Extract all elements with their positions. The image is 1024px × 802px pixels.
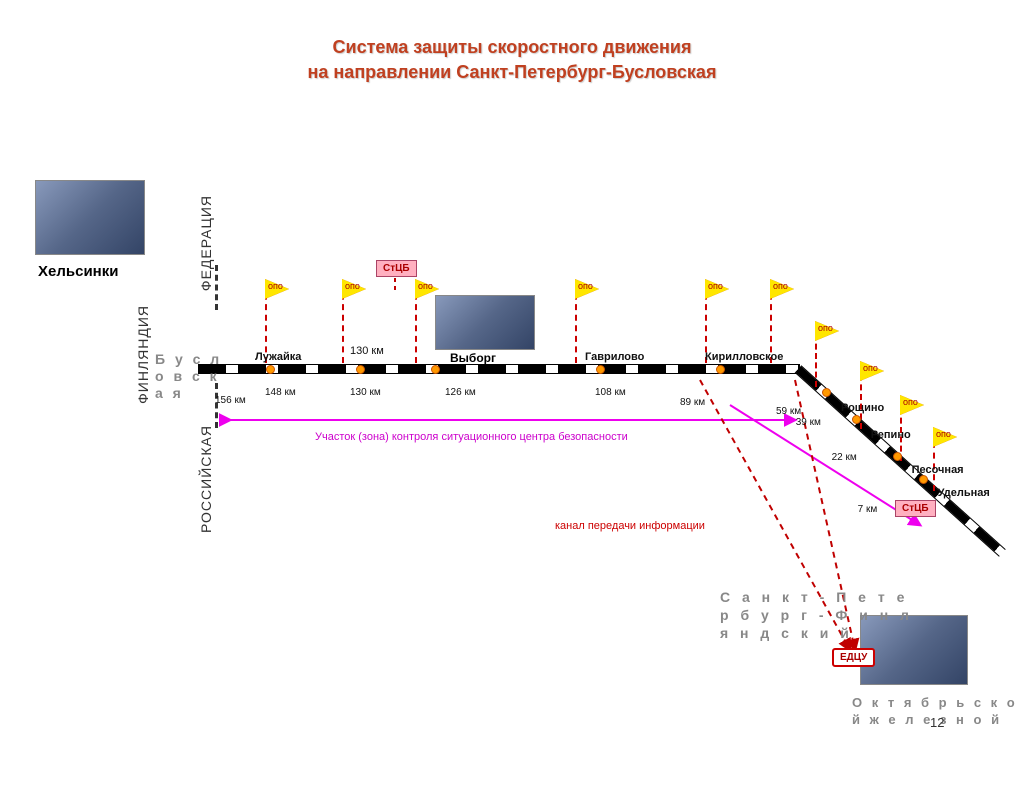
flag-label: опо [345, 281, 360, 291]
label-federation: ФЕДЕРАЦИЯ [198, 195, 214, 291]
station-name: Рощино [841, 402, 884, 414]
photo-vyborg [435, 295, 535, 350]
km-label: 130 км [350, 387, 381, 398]
zone-label: Участок (зона) контроля ситуационного це… [315, 431, 628, 443]
diagram-title: Система защиты скоростного движения на н… [0, 35, 1024, 85]
caption-helsinki: Хельсинки [38, 263, 118, 280]
station-name: Репино [871, 429, 911, 441]
label-buslovskaya: Б у с л о в с к а я [155, 351, 225, 401]
km-130-above: 130 км [350, 345, 384, 357]
title-line1: Система защиты скоростного движения [333, 37, 692, 57]
label-spb-finlyandsky: С а н к т - П е т е р б у р г - Ф и н л … [720, 588, 920, 643]
stcb-box-1: СтЦБ [376, 260, 417, 277]
km-label: 89 км [680, 397, 705, 408]
flag-label: опо [578, 281, 593, 291]
border-line-top [215, 265, 218, 310]
station-dot [356, 365, 365, 374]
channel-label: канал передачи информации [555, 520, 705, 532]
station-name: Удельная [938, 487, 990, 499]
flag-label: опо [418, 281, 433, 291]
flag-label: опо [818, 323, 833, 333]
label-finland: ФИНЛЯНДИЯ [135, 305, 151, 404]
station-dot [893, 452, 902, 461]
flag-label: опо [773, 281, 788, 291]
overlay-svg [0, 35, 1024, 802]
rail-horizontal [198, 364, 800, 374]
km-label: 7 км [858, 504, 878, 515]
flag-label: опо [936, 429, 951, 439]
label-russia: РОССИЙСКАЯ [198, 425, 214, 533]
km-label: 59 км [776, 406, 801, 417]
flag-label: опо [863, 363, 878, 373]
km-label: 108 км [595, 387, 626, 398]
station-dot [431, 365, 440, 374]
station-dot [852, 415, 861, 424]
km-label: 39 км [796, 417, 821, 428]
station-name: Лужайка [255, 351, 301, 363]
edcu-box: ЕДЦУ [832, 648, 875, 667]
flag-label: опо [268, 281, 283, 291]
title-line2: на направлении Санкт-Петербург-Бусловска… [308, 62, 717, 82]
station-dot [266, 365, 275, 374]
flag-label: опо [708, 281, 723, 291]
station-name: Кирилловское [705, 351, 783, 363]
station-dot [596, 365, 605, 374]
station-dot [716, 365, 725, 374]
caption-vyborg: Выборг [450, 351, 496, 365]
km-label: 126 км [445, 387, 476, 398]
km-label: 148 км [265, 387, 296, 398]
stcb-box-2: СтЦБ [895, 500, 936, 517]
flag-label: опо [903, 397, 918, 407]
station-name: Гаврилово [585, 351, 644, 363]
km-156: 156 км [215, 395, 246, 406]
photo-helsinki [35, 180, 145, 255]
station-dot [919, 475, 928, 484]
km-label: 22 км [832, 452, 857, 463]
station-name: Песочная [912, 464, 964, 476]
page-number: 12 [930, 715, 944, 730]
